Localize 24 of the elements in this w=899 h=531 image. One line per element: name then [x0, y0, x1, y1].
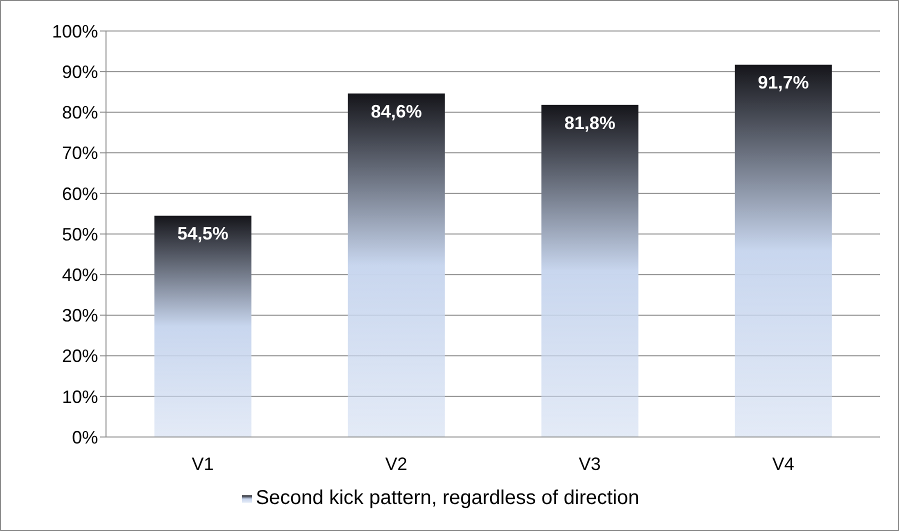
x-tick-label: V2	[385, 454, 408, 474]
y-tick-label: 50%	[62, 224, 98, 244]
bar	[734, 64, 832, 437]
y-tick-label: 80%	[62, 102, 98, 123]
legend-label: Second kick pattern, regardless of direction	[256, 487, 640, 509]
data-label: 91,7%	[758, 72, 809, 93]
y-tick-label: 0%	[72, 427, 98, 448]
x-tick-label: V1	[192, 454, 214, 474]
y-tick-label: 100%	[52, 21, 98, 42]
y-tick-label: 90%	[62, 62, 98, 82]
y-tick-label: 10%	[62, 386, 98, 407]
data-label: 54,5%	[177, 224, 228, 244]
y-tick-label: 40%	[62, 264, 98, 285]
y-tick-label: 20%	[62, 346, 98, 366]
x-tick-label: V4	[772, 454, 794, 474]
y-tick-label: 60%	[62, 184, 98, 204]
data-label: 81,8%	[564, 112, 616, 133]
bar	[348, 94, 445, 437]
data-label: 84,6%	[370, 102, 422, 122]
x-tick-label: V3	[578, 454, 601, 474]
y-tick-label: 70%	[62, 143, 98, 164]
bar	[154, 216, 252, 437]
y-tick-label: 30%	[62, 306, 98, 326]
bar	[541, 104, 638, 437]
